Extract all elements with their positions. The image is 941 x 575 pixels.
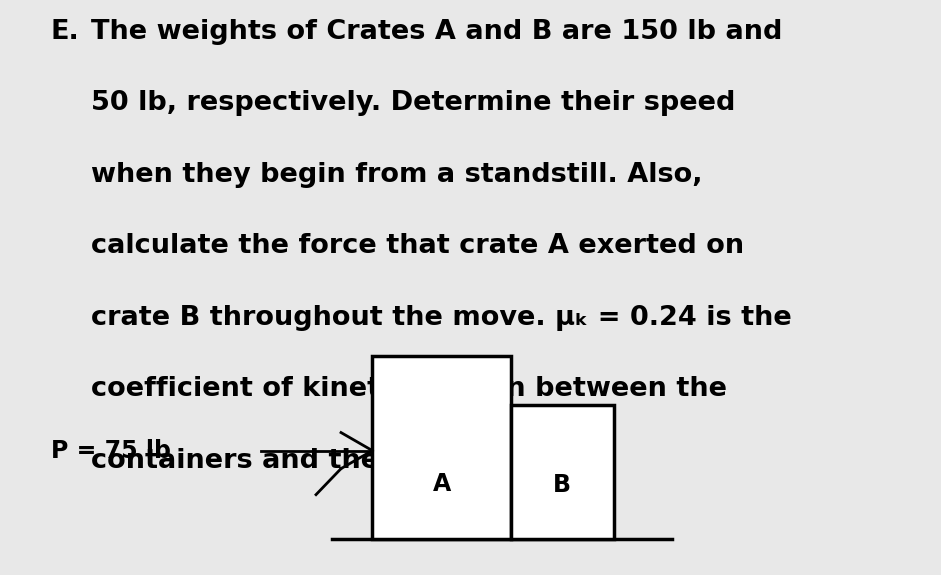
Text: coefficient of kinetic friction between the: coefficient of kinetic friction between … — [90, 376, 726, 402]
Bar — [373, 356, 511, 539]
Text: P = 75 lb: P = 75 lb — [51, 439, 170, 462]
Text: crate B throughout the move. μₖ = 0.24 is the: crate B throughout the move. μₖ = 0.24 i… — [90, 305, 791, 331]
Text: A: A — [433, 472, 451, 496]
Text: The weights of Crates A and B are 150 lb and: The weights of Crates A and B are 150 lb… — [90, 18, 782, 44]
Bar — [511, 405, 614, 539]
Text: B: B — [553, 473, 571, 497]
Text: 50 lb, respectively. Determine their speed: 50 lb, respectively. Determine their spe… — [90, 90, 735, 116]
Text: calculate the force that crate A exerted on: calculate the force that crate A exerted… — [90, 233, 744, 259]
Text: containers and the ground.: containers and the ground. — [90, 448, 508, 474]
Text: E.: E. — [51, 18, 79, 44]
Text: when they begin from a standstill. Also,: when they begin from a standstill. Also, — [90, 162, 702, 187]
